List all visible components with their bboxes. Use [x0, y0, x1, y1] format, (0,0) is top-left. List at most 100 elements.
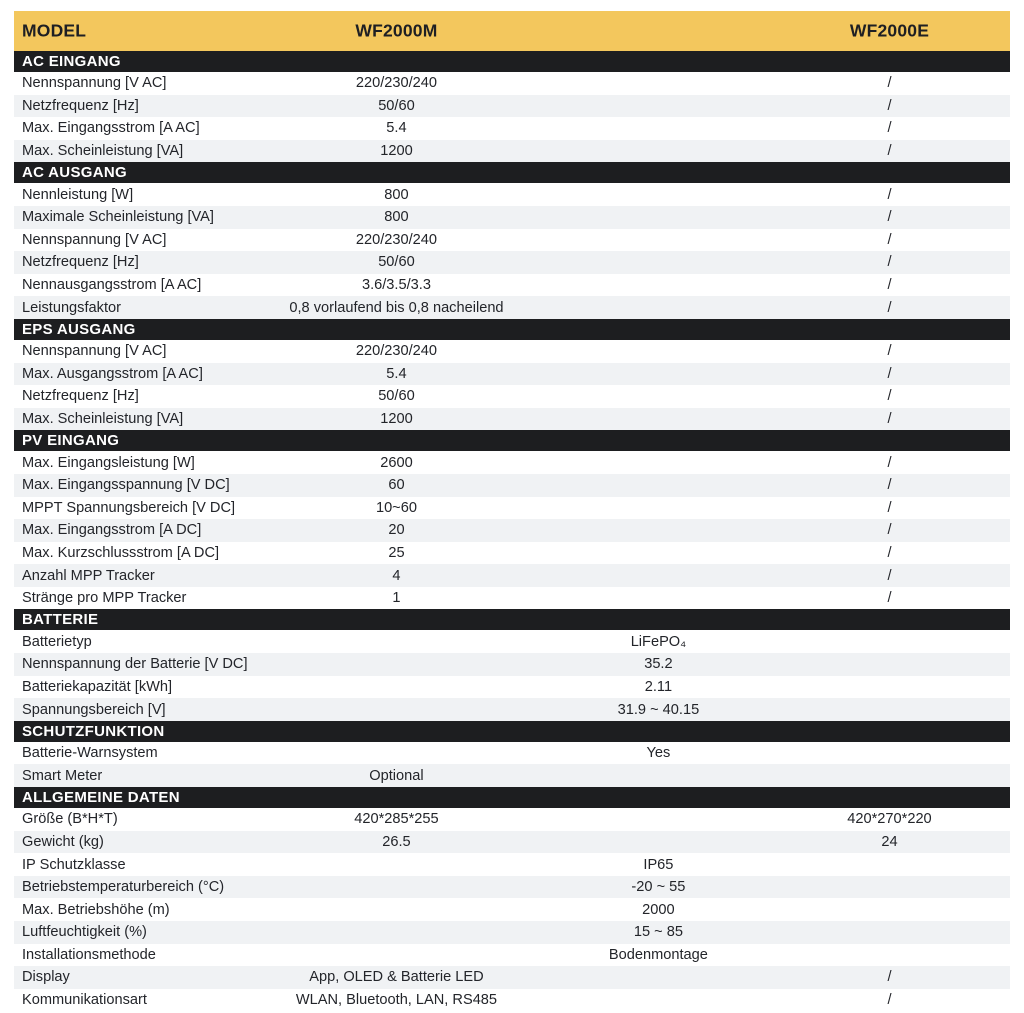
value-wf2000e: / [887, 544, 892, 561]
value-wf2000e: / [887, 299, 892, 316]
value-wf2000e: / [887, 388, 892, 405]
row-label: IP Schutzklasse [22, 856, 126, 873]
row-label: Max. Ausgangsstrom [A AC] [22, 365, 203, 382]
table-row: Max. Scheinleistung [VA] 1200 / [14, 407, 1010, 431]
value-wf2000e: / [887, 186, 892, 203]
section-title: AC AUSGANG [22, 164, 127, 182]
table-row: Stränge pro MPP Tracker 1 / [14, 586, 1010, 610]
value-wf2000e: / [887, 992, 892, 1009]
table-row: Max. Eingangsstrom [A DC] 20 / [14, 519, 1010, 542]
table-row: Nennausgangsstrom [A AC] 3.6/3.5/3.3 / [14, 273, 1010, 297]
value-wf2000e: 420*270*220 [847, 811, 932, 828]
value-wf2000e: / [887, 120, 892, 137]
row-label: Nennspannung der Batterie [V DC] [22, 656, 248, 673]
value-wf2000m: 420*285*255 [354, 811, 439, 828]
row-label: Nennspannung [V AC] [22, 75, 167, 92]
row-label: Max. Scheinleistung [VA] [22, 411, 184, 428]
table-row: Batterie-Warnsystem Yes [14, 741, 1010, 765]
value-wf2000m: 1200 [380, 143, 413, 160]
table-row: Gewicht (kg) 26.5 24 [14, 830, 1010, 854]
row-label: Nennausgangsstrom [A AC] [22, 277, 202, 294]
value-wf2000e: / [887, 343, 892, 360]
value-wf2000e: / [887, 590, 892, 607]
table-row: Größe (B*H*T) 420*285*255 420*270*220 [14, 808, 1010, 831]
table-row: Netzfrequenz [Hz] 50/60 / [14, 94, 1010, 118]
value-shared: IP65 [643, 856, 674, 873]
table-row: Max. Betriebshöhe (m) 2000 [14, 898, 1010, 921]
value-wf2000e: / [887, 97, 892, 114]
row-label: Maximale Scheinleistung [VA] [22, 209, 214, 226]
row-label: Nennleistung [W] [22, 186, 134, 203]
wf2000m-column-header: WF2000M [355, 20, 438, 41]
value-wf2000e: / [887, 411, 892, 428]
table-row: Luftfeuchtigkeit (%) 15 ~ 85 [14, 921, 1010, 944]
table-row: Max. Eingangsspannung [V DC] 60 / [14, 473, 1010, 497]
value-wf2000m: WLAN, Bluetooth, LAN, RS485 [295, 992, 498, 1009]
value-shared: Yes [646, 745, 671, 762]
value-wf2000e: / [887, 454, 892, 471]
value-wf2000m: 220/230/240 [355, 343, 438, 360]
row-label: Max. Eingangsleistung [W] [22, 454, 195, 471]
table-row: Leistungsfaktor 0,8 vorlaufend bis 0,8 na… [14, 296, 1010, 319]
table-row: Betriebstemperaturbereich (°C) -20 ~ 55 [14, 875, 1010, 899]
value-wf2000e: / [887, 522, 892, 539]
value-wf2000e: / [887, 277, 892, 294]
row-label: Batterie-Warnsystem [22, 745, 158, 762]
value-wf2000m: 50/60 [378, 97, 415, 114]
value-wf2000m: 5.4 [386, 365, 407, 382]
value-wf2000m: 2600 [380, 454, 413, 471]
value-shared: 15 ~ 85 [633, 924, 683, 941]
value-wf2000m: 800 [384, 209, 409, 226]
row-label: MPPT Spannungsbereich [V DC] [22, 499, 236, 516]
value-wf2000e: / [887, 969, 892, 986]
table-row: Nennspannung [V AC] 220/230/240 / [14, 339, 1010, 363]
table-row: Maximale Scheinleistung [VA] 800 / [14, 205, 1010, 229]
row-label: Netzfrequenz [Hz] [22, 97, 139, 114]
table-row: Max. Ausgangsstrom [A AC] 5.4 / [14, 362, 1010, 386]
table-row: Kommunikationsart WLAN, Bluetooth, LAN, R… [14, 988, 1010, 1012]
spec-table: MODEL WF2000M WF2000E AC EINGANG Nennspan… [14, 11, 1010, 1012]
row-label: Max. Eingangsstrom [A DC] [22, 522, 202, 539]
table-row: Anzahl MPP Tracker 4 / [14, 564, 1010, 587]
value-wf2000m: 800 [384, 186, 409, 203]
row-label: Max. Eingangsstrom [A AC] [22, 120, 200, 137]
value-wf2000e: / [887, 231, 892, 248]
value-wf2000m: 25 [388, 544, 405, 561]
table-row: Nennleistung [W] 800 / [14, 183, 1010, 206]
row-label: Betriebstemperaturbereich (°C) [22, 879, 225, 896]
table-row: Smart Meter Optional [14, 764, 1010, 788]
section-title: EPS AUSGANG [22, 320, 136, 338]
table-row: Max. Kurzschlussstrom [A DC] 25 / [14, 541, 1010, 565]
table-row: Nennspannung der Batterie [V DC] 35.2 [14, 653, 1010, 676]
row-label: Spannungsbereich [V] [22, 701, 166, 718]
value-wf2000m: 20 [388, 522, 405, 539]
value-wf2000e: 24 [881, 833, 898, 850]
section-header-allgemeine-daten: ALLGEMEINE DATEN [14, 787, 1010, 809]
value-wf2000e: / [887, 254, 892, 271]
value-shared: 2000 [642, 901, 675, 918]
row-label: Smart Meter [22, 767, 103, 784]
value-shared: 2.11 [644, 678, 673, 695]
row-label: Installationsmethode [22, 946, 156, 963]
table-row: Display App, OLED & Batterie LED / [14, 966, 1010, 989]
row-label: Größe (B*H*T) [22, 811, 118, 828]
table-row: Max. Eingangsstrom [A AC] 5.4 / [14, 117, 1010, 140]
row-label: Netzfrequenz [Hz] [22, 254, 139, 271]
value-wf2000m: 0,8 vorlaufend bis 0,8 nacheilend [289, 299, 504, 316]
section-header-pv-eingang: PV EINGANG [14, 430, 1010, 452]
table-body: AC EINGANG Nennspannung [V AC] 220/230/240… [14, 51, 1010, 1012]
value-wf2000m: 50/60 [378, 388, 415, 405]
value-shared: 31.9 ~ 40.15 [617, 701, 700, 718]
value-shared: LiFePO₄ [630, 633, 687, 650]
row-label: Max. Kurzschlussstrom [A DC] [22, 544, 220, 561]
table-row: Installationsmethode Bodenmontage [14, 943, 1010, 967]
row-label: Max. Eingangsspannung [V DC] [22, 477, 230, 494]
section-header-batterie: BATTERIE [14, 609, 1010, 631]
section-header-ac-ausgang: AC AUSGANG [14, 162, 1010, 184]
value-shared: Bodenmontage [608, 946, 708, 963]
row-label: Kommunikationsart [22, 992, 147, 1009]
table-row: Max. Eingangsleistung [W] 2600 / [14, 451, 1010, 474]
table-row: Batterietyp LiFePO₄ [14, 630, 1010, 654]
row-label: Anzahl MPP Tracker [22, 567, 155, 584]
section-header-schutzfunktion: SCHUTZFUNKTION [14, 720, 1010, 742]
